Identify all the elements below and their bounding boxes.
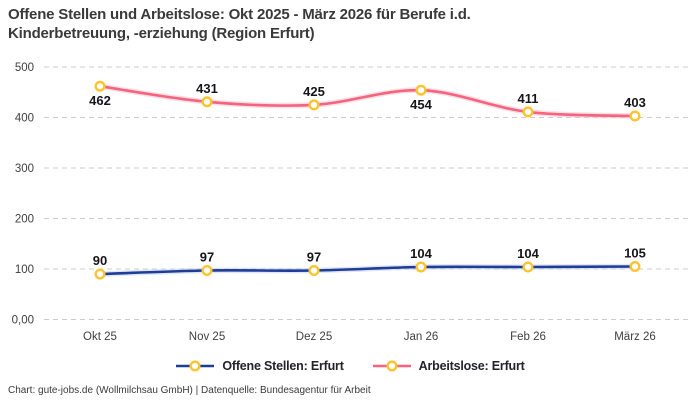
- data-point-label: 454: [410, 97, 432, 112]
- data-point-label: 104: [517, 246, 539, 261]
- data-point-label: 97: [307, 250, 321, 265]
- chart-title: Offene Stellen und Arbeitslose: Okt 2025…: [8, 5, 568, 43]
- line-chart-plot: 0,00 100 200 300 400 500 Okt 25 Nov 25 Dez 25 Jan…: [12, 62, 692, 343]
- chart-title-line1: Offene Stellen und Arbeitslose: Okt 2025…: [8, 6, 471, 23]
- data-point-label: 425: [303, 84, 325, 99]
- x-axis-tick-label: Nov 25: [189, 331, 225, 343]
- legend-item-offene-stellen: Offene Stellen: Erfurt: [175, 359, 344, 373]
- series-line-arbeitslose-erfurt: [98, 84, 637, 118]
- legend-label-arbeitslose: Arbeitslose: Erfurt: [418, 359, 525, 373]
- data-point-marker: [201, 96, 213, 108]
- data-point-marker: [522, 106, 534, 118]
- y-axis-tick-label: 100: [15, 264, 34, 276]
- data-point-marker: [415, 261, 427, 273]
- data-point-label: 403: [624, 95, 646, 110]
- data-point-marker: [94, 268, 106, 280]
- legend-item-arbeitslose: Arbeitslose: Erfurt: [372, 359, 525, 373]
- data-point-marker: [415, 84, 427, 96]
- y-axis-tick-label: 500: [15, 62, 34, 74]
- chart-source-credit: Chart: gute-jobs.de (Wollmilchsau GmbH) …: [8, 385, 371, 396]
- y-axis-tick-label: 400: [15, 113, 34, 125]
- blue-line-marker-icon: [176, 360, 215, 372]
- data-point-marker: [94, 80, 106, 92]
- x-axis-tick-label: März 26: [614, 331, 656, 343]
- chart-title-line2: Kinderbetreuung, -erziehung (Region Erfu…: [8, 25, 315, 42]
- x-axis-tick-label: Okt 25: [83, 331, 117, 343]
- data-point-marker: [629, 110, 641, 122]
- data-point-label: 90: [93, 253, 107, 268]
- data-point-label: 411: [518, 91, 539, 106]
- x-axis-tick-label: Jan 26: [404, 331, 439, 343]
- data-point-label: 462: [89, 93, 111, 108]
- x-axis-tick-label: Feb 26: [510, 331, 546, 343]
- series-line-offene-stellen-erfurt: [98, 265, 637, 276]
- data-point-label: 431: [196, 81, 218, 96]
- y-axis-tick-label: 300: [15, 163, 34, 175]
- data-point-marker: [629, 260, 641, 272]
- y-axis-tick-label: 200: [15, 214, 34, 226]
- legend-label-offene-stellen: Offene Stellen: Erfurt: [222, 359, 344, 373]
- pink-line-marker-icon: [372, 360, 411, 372]
- data-point-label: 97: [200, 250, 214, 265]
- y-axis-tick-label: 0,00: [12, 315, 34, 327]
- data-point-marker: [308, 264, 320, 276]
- data-point-marker: [201, 264, 213, 276]
- x-axis-tick-label: Dez 25: [296, 331, 332, 343]
- data-point-marker: [308, 99, 320, 111]
- data-point-marker: [522, 261, 534, 273]
- data-point-label: 105: [624, 246, 646, 261]
- chart-legend: Offene Stellen: Erfurt Arbeitslose: Erfu…: [0, 355, 700, 377]
- series-line-halo-arbeitslose-erfurt: [97, 83, 638, 119]
- data-point-label: 104: [410, 246, 432, 261]
